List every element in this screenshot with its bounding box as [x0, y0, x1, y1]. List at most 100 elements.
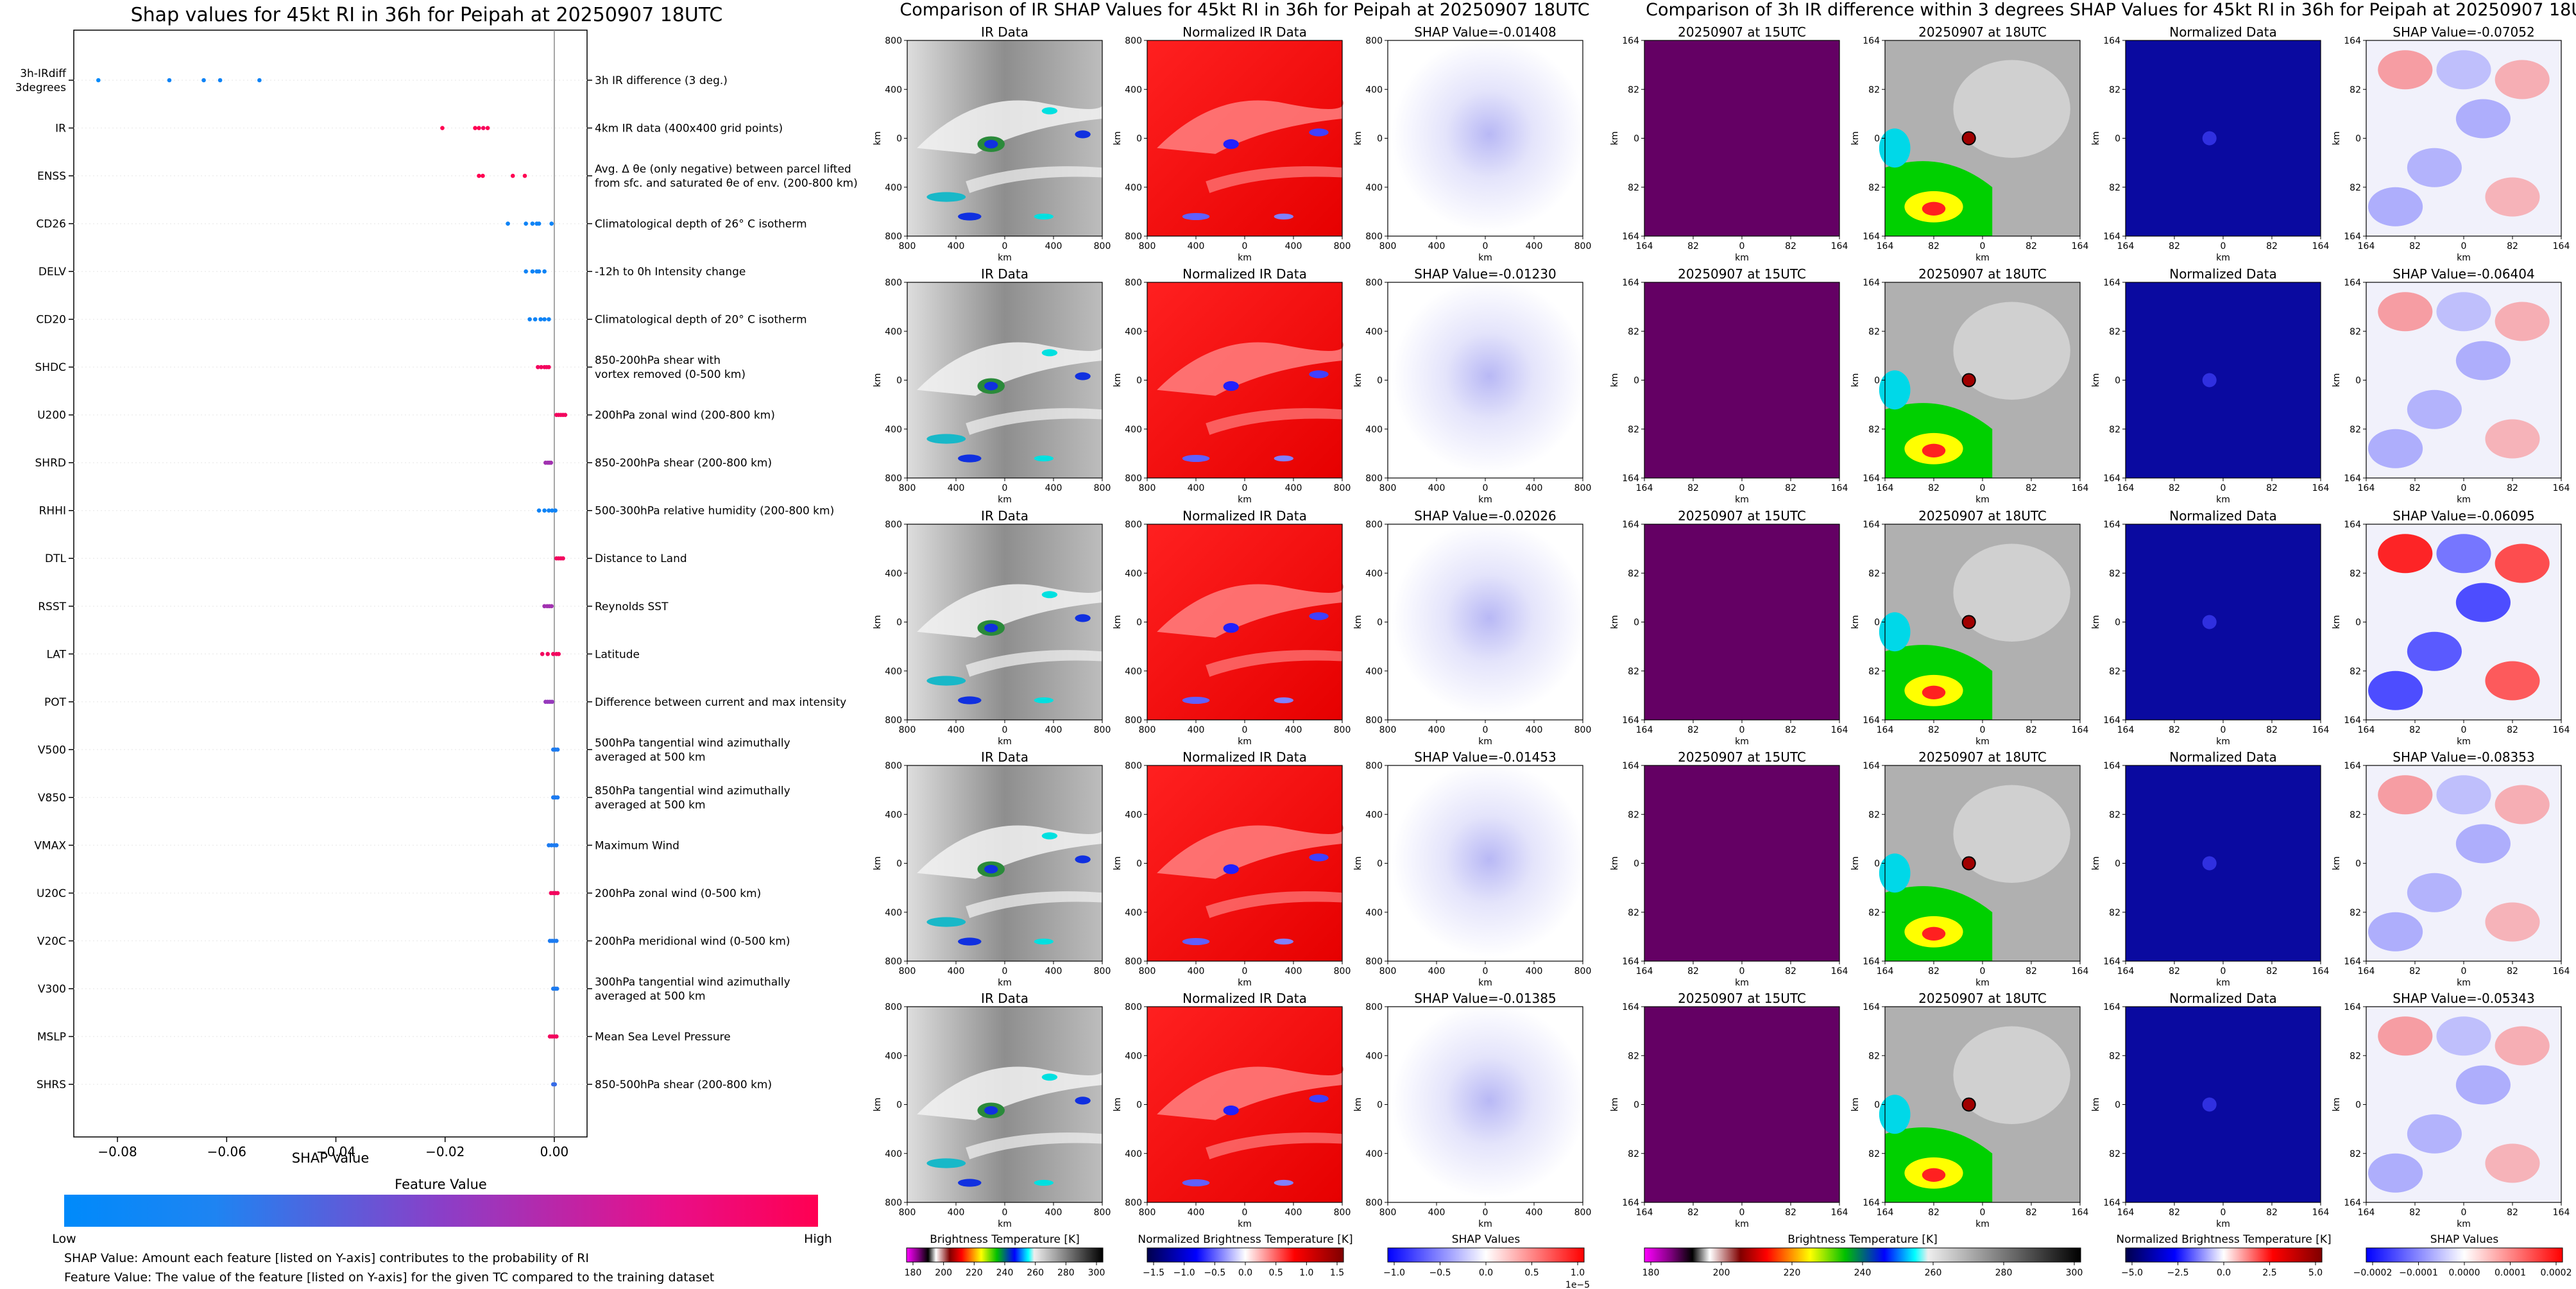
shap-blob [2455, 99, 2511, 139]
cold-cloud [1034, 938, 1054, 945]
axis-xlabel: km [1478, 1219, 1492, 1229]
ytick-label: 0 [1136, 859, 1142, 869]
axis-xlabel: km [998, 253, 1012, 263]
ytick-label: 400 [885, 425, 902, 435]
axis-ylabel: km [2332, 1098, 2342, 1112]
xtick-label: 82 [2266, 725, 2278, 735]
shap-point [552, 1082, 558, 1087]
ytick-label: 0 [1633, 859, 1639, 869]
colorbar-tick-label: 300 [2066, 1268, 2083, 1278]
shap-blob [2407, 873, 2462, 912]
storm-core [1223, 864, 1239, 875]
ytick-label: 400 [1365, 327, 1383, 337]
xtick-label: 0 [1980, 966, 1986, 977]
shap-point [538, 317, 543, 321]
ytick-label: 400 [1365, 810, 1383, 820]
xtick-label: 400 [1526, 1208, 1543, 1218]
axis-xlabel: km [2457, 495, 2471, 505]
ytick-label: 400 [1125, 1051, 1142, 1061]
xtick-label: 0 [1483, 966, 1488, 977]
xtick-label: 164 [2553, 1208, 2570, 1218]
ytick-label: 800 [885, 474, 902, 484]
xtick-label: 400 [1045, 241, 1062, 252]
cloud-band [917, 1065, 1104, 1120]
shap-blob [2485, 661, 2540, 701]
colorbar-offset: 1e−5 [1565, 1280, 1590, 1289]
ytick-label: 82 [1628, 667, 1639, 677]
xtick-label: 0 [1739, 483, 1745, 493]
ytick-label: 800 [1125, 1198, 1142, 1208]
shap-point [536, 508, 542, 513]
cloud-swirl [1953, 543, 2070, 642]
shap-point [540, 651, 545, 656]
colorbar-tick-label: −1.0 [1383, 1268, 1405, 1278]
cold-cloud [1034, 1179, 1054, 1186]
ytick-label: 0 [1136, 618, 1142, 628]
panel: Normalized IR Data8008004004000040040080… [1113, 749, 1351, 988]
panel: 20250907 at 15UTC1641648282008282164164k… [1610, 508, 1848, 747]
axis-ylabel: km [2091, 857, 2101, 871]
ytick-label: 0 [2355, 1100, 2361, 1111]
colorbar-bar [2125, 1247, 2323, 1263]
shap-blob [2495, 1026, 2550, 1066]
colorbar-bar [2366, 1247, 2563, 1263]
cold-cloud [1075, 130, 1091, 139]
xtick-label: 164 [2312, 483, 2330, 493]
xtick-label: 164 [2072, 725, 2089, 735]
xtick-label: 164 [2117, 966, 2135, 977]
panel-title: Normalized IR Data [1182, 508, 1307, 524]
axis-xlabel: km [998, 1219, 1012, 1229]
colorbar-tick-label: 180 [905, 1268, 922, 1278]
shap-point [547, 508, 551, 513]
shap-blob [2407, 148, 2462, 187]
ytick-label: 400 [885, 183, 902, 193]
colorbar-tick-label: −0.5 [1429, 1268, 1451, 1278]
axis-xlabel: km [998, 737, 1012, 747]
ytick-label: 400 [885, 1149, 902, 1159]
cold-cloud [1182, 938, 1210, 945]
shap-blob [2436, 534, 2491, 574]
xtick-label: 800 [1574, 725, 1592, 735]
convection-cyan [1879, 370, 1911, 410]
cloud-band [966, 166, 1102, 193]
ytick-label: 82 [1868, 908, 1880, 918]
xtick-label: −0.04 [316, 1144, 355, 1159]
xtick-label: 800 [899, 483, 916, 493]
xtick-label: 164 [2553, 241, 2570, 252]
feature-desc-label: 500hPa tangential wind azimuthally [595, 737, 790, 749]
panel-title: Normalized Data [2169, 266, 2277, 282]
xtick-label: 800 [1139, 1208, 1156, 1218]
shap-blob [2436, 1016, 2491, 1056]
shap-blob [2368, 187, 2423, 226]
shap-blob [2407, 631, 2462, 671]
storm-core [1223, 381, 1239, 391]
cloud-band [1157, 341, 1343, 396]
ytick-label: 164 [1863, 761, 1880, 771]
panel-title: SHAP Value=-0.02026 [1414, 508, 1556, 524]
colorbar-tick-label: 0.0000 [2449, 1268, 2480, 1278]
ytick-label: 164 [1863, 278, 1880, 288]
feature-colorbar-high: High [804, 1232, 832, 1246]
colorbar-tick-label: 220 [966, 1268, 983, 1278]
colorbar-tick-label: 0.0 [1479, 1268, 1493, 1278]
ytick-label: 82 [1868, 85, 1880, 95]
xtick-label: 400 [1285, 725, 1302, 735]
convection-red [1922, 443, 1946, 457]
xtick-label: 0 [1242, 1208, 1248, 1218]
storm-eye [1961, 131, 1976, 146]
xtick-label: 800 [1094, 1208, 1111, 1218]
ytick-label: 164 [2103, 474, 2120, 484]
convection-cyan [1879, 853, 1911, 893]
feature-desc-label: Avg. Δ θe (only negative) between parcel… [595, 163, 851, 176]
feature-desc-label: 850-200hPa shear (200-800 km) [595, 457, 772, 470]
ytick-label: 82 [1868, 183, 1880, 193]
ytick-label: 82 [2350, 908, 2361, 918]
ytick-label: 82 [2350, 327, 2361, 337]
feature-desc-label: 200hPa meridional wind (0-500 km) [595, 935, 790, 948]
ytick-label: 82 [2109, 183, 2120, 193]
cold-cloud [1309, 370, 1329, 379]
xtick-label: 164 [1877, 241, 1894, 252]
shap-point [555, 747, 560, 752]
cold-cloud [1041, 107, 1058, 115]
panel: SHAP Value=-0.02026800800400400004004008… [1353, 508, 1591, 747]
